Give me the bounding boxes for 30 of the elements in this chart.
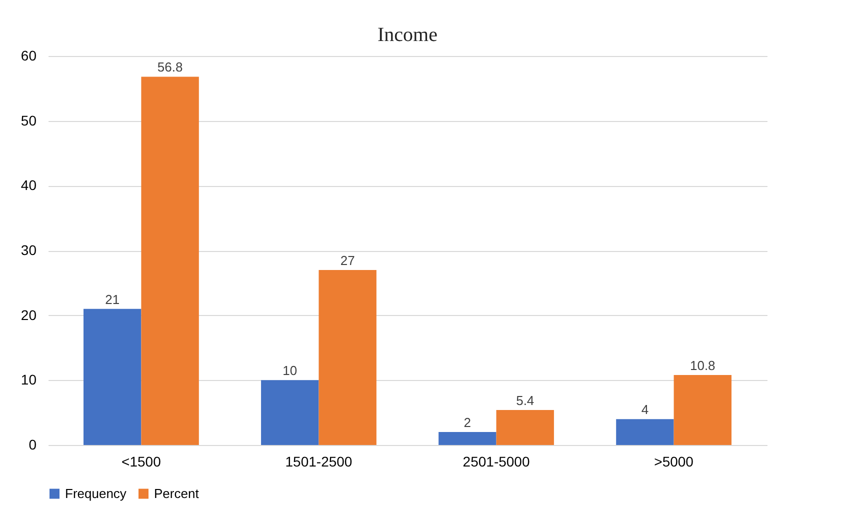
data-label: 21	[105, 292, 120, 307]
legend-label: Percent	[154, 486, 200, 501]
y-tick-label: 20	[20, 306, 37, 323]
data-label: 56.8	[157, 60, 183, 75]
bar	[84, 308, 142, 445]
y-tick-label: 50	[20, 112, 37, 128]
x-tick-label: <1500	[122, 454, 162, 470]
legend-label: Frequency	[65, 486, 127, 501]
bar	[261, 380, 319, 445]
bar	[318, 270, 376, 445]
y-tick-label: 10	[20, 372, 37, 388]
data-label: 2	[464, 415, 472, 430]
y-tick-label: 0	[28, 436, 37, 452]
bar	[438, 432, 496, 445]
data-label: 4	[641, 402, 649, 418]
chart-title: Income	[378, 24, 438, 46]
y-tick-label: 30	[20, 242, 37, 258]
data-label: 10.8	[690, 358, 716, 373]
data-label: 10	[282, 363, 298, 378]
x-tick-label: 2501-5000	[462, 454, 530, 470]
x-tick-label: 1501-2500	[285, 454, 352, 470]
x-tick-label: >5000	[654, 454, 694, 470]
y-tick-label: 60	[20, 48, 37, 64]
data-label: 27	[340, 252, 355, 268]
bar	[616, 419, 674, 445]
y-tick-label: 40	[20, 177, 37, 194]
bar	[674, 374, 732, 445]
bar	[496, 410, 554, 445]
data-label: 5.4	[516, 392, 534, 408]
bar	[141, 76, 199, 445]
